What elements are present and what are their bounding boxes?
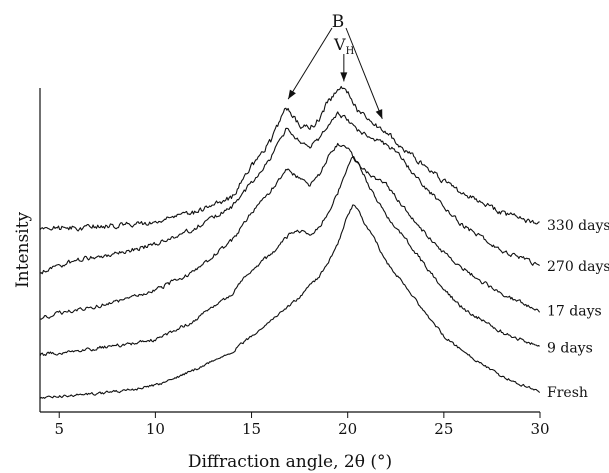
x-tick-label: 20: [338, 420, 357, 438]
series-trace-fresh: [39, 204, 541, 399]
annotation-vh-arrowhead: [340, 72, 348, 82]
series-traces: [39, 85, 541, 399]
annotation-b-arrowhead-right: [375, 109, 383, 119]
y-axis-label: Intensity: [13, 212, 33, 288]
series-label: 270 days: [547, 259, 609, 275]
plot-frame: [39, 88, 540, 413]
x-tick-label: 5: [54, 420, 64, 438]
x-tick-label: 10: [146, 420, 165, 438]
series-trace-9-days: [39, 156, 540, 357]
peak-annotations: B VH: [287, 12, 383, 119]
x-tick-label: 30: [530, 420, 549, 438]
series-label: 9 days: [547, 340, 593, 356]
annotation-b-label: B: [332, 12, 345, 32]
x-axis-label: Diffraction angle, 2θ (°): [188, 452, 392, 472]
annotation-b-arrowhead-left: [288, 89, 296, 100]
series-trace-270-days: [39, 111, 540, 275]
annotation-b-arrow-left: [287, 27, 333, 100]
annotation-vh-subscript: H: [346, 46, 355, 57]
x-tick-label: 25: [434, 420, 453, 438]
series-trace-330-days: [39, 85, 540, 232]
series-label: 330 days: [547, 218, 609, 234]
annotation-b-arrow-right: [345, 27, 383, 119]
annotation-vh-label: VH: [333, 35, 355, 57]
series-label: 17 days: [547, 303, 602, 319]
x-tick-label: 15: [242, 420, 261, 438]
x-axis-ticks: 5 10 15 20 25 30: [54, 412, 550, 438]
series-trace-17-days: [39, 142, 541, 320]
series-labels: Fresh 9 days 17 days 270 days 330 days: [547, 218, 609, 401]
series-label: Fresh: [547, 385, 588, 401]
